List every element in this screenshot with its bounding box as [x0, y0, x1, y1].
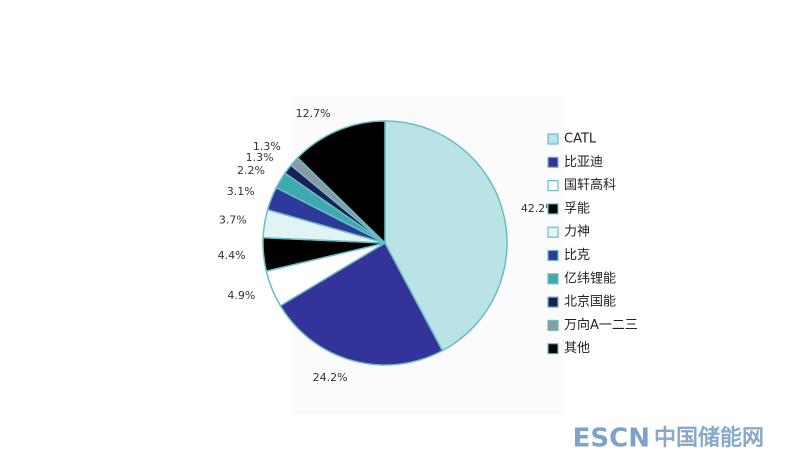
legend-label: CATL [564, 132, 597, 147]
data-label: 2.2% [237, 164, 265, 177]
pie-slice [279, 241, 444, 366]
pie-slice [296, 120, 386, 245]
legend-swatch [547, 296, 559, 308]
legend-swatch [547, 249, 559, 262]
legend-swatch [547, 343, 559, 355]
legend-label: 万向A一二三 [564, 317, 638, 333]
legend-swatch [547, 226, 559, 238]
legend-label: 亿纬锂能 [564, 271, 616, 286]
legend-label: 力神 [564, 225, 590, 240]
data-label: 24.2% [313, 371, 348, 384]
data-label: 12.7% [296, 107, 331, 120]
legend-swatch [547, 133, 559, 145]
watermark-brand: ESCN [573, 424, 650, 454]
data-label: 4.9% [227, 289, 255, 302]
legend-label: 孚能 [564, 201, 590, 216]
legend-swatch [547, 319, 559, 331]
data-label: 42.2% [521, 202, 556, 215]
legend-swatch [547, 273, 559, 285]
data-label: 1.3% [253, 140, 281, 153]
legend-label: 国轩高科 [564, 177, 616, 193]
data-label: 3.7% [219, 214, 247, 227]
legend-swatch [547, 156, 559, 168]
legend-label: 比亚迪 [564, 155, 603, 170]
pie-slice [384, 120, 508, 352]
data-label: 3.1% [227, 185, 255, 198]
legend-label: 其他 [564, 341, 590, 356]
legend-swatch [547, 203, 559, 215]
legend-label: 比克 [564, 248, 590, 263]
data-label: 4.4% [218, 249, 246, 262]
watermark-site: 中国储能网 [654, 425, 764, 451]
legend-swatch [547, 180, 559, 192]
legend-label: 北京国能 [564, 295, 616, 310]
data-label: 1.3% [246, 151, 274, 164]
